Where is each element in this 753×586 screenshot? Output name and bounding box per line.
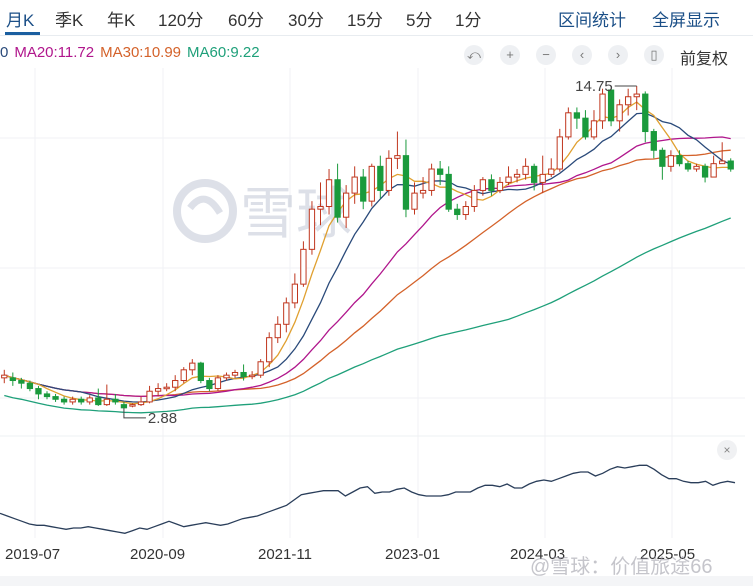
candle-type-icon[interactable]: ▯ (644, 45, 664, 65)
watermark-text: @雪球：价值旅途66 (530, 556, 713, 578)
svg-text:2.88: 2.88 (148, 410, 177, 427)
tab-8[interactable]: 1分 (455, 11, 482, 30)
tab-4[interactable]: 60分 (228, 11, 264, 30)
x-tick-label: 2025-05 (640, 546, 696, 563)
x-tick-label: 2021-11 (258, 546, 312, 563)
x-tick-label: 2020-09 (130, 546, 186, 563)
tab-5[interactable]: 30分 (288, 11, 324, 30)
tab-7[interactable]: 5分 (406, 11, 433, 30)
grid (0, 68, 745, 538)
price-adjust-select[interactable]: 前复权 (680, 51, 729, 68)
x-tick-label: 2019-07 (5, 546, 61, 563)
candlestick-chart[interactable]: 雪球 14.75 2.88 (0, 68, 753, 546)
zoom-in-icon[interactable]: + (500, 45, 520, 65)
watermark-logo: 雪球 (173, 179, 352, 247)
ma-legend-item: MA20:11.72 (14, 44, 95, 61)
scroll-left-icon[interactable]: ‹ (572, 45, 592, 65)
ma-legend-item: MA60:9.22 (187, 44, 260, 61)
svg-text:14.75: 14.75 (575, 78, 613, 95)
x-tick-label: 2023-01 (385, 546, 441, 563)
reset-icon[interactable]: ⤺ (464, 45, 484, 65)
indicator-line (0, 464, 736, 534)
x-tick-label: 2024-03 (510, 546, 566, 563)
tab-2[interactable]: 年K (107, 11, 136, 30)
svg-text:雪球: 雪球 (240, 182, 352, 247)
bottom-scrollbar[interactable] (0, 576, 753, 586)
candles (1, 86, 734, 409)
scroll-right-icon[interactable]: › (608, 45, 628, 65)
ma-legend-item: MA30:10.99 (100, 44, 182, 61)
tab-1[interactable]: 季K (55, 11, 84, 30)
active-tab-indicator (5, 32, 40, 35)
ma-legend: 0 MA20:11.72 MA30:10.99 MA60:9.22 (0, 44, 266, 61)
tab-6[interactable]: 15分 (347, 11, 383, 30)
tab-3[interactable]: 120分 (158, 11, 204, 30)
ma-legend-item: 0 (0, 44, 9, 61)
zoom-out-icon[interactable]: − (536, 45, 556, 65)
range-stats-link[interactable]: 区间统计 (558, 11, 626, 30)
close-indicator-icon[interactable]: × (717, 440, 737, 460)
tab-0[interactable]: 月K (6, 11, 35, 30)
period-tab-bar: 区间统计 全屏显示 月K 季K 年K 120分 60分 30分 15分 5分 1分 (0, 0, 753, 36)
price-annotations: 14.75 2.88 (123, 78, 637, 427)
fullscreen-link[interactable]: 全屏显示 (652, 11, 720, 30)
moving-average-lines (4, 101, 731, 414)
